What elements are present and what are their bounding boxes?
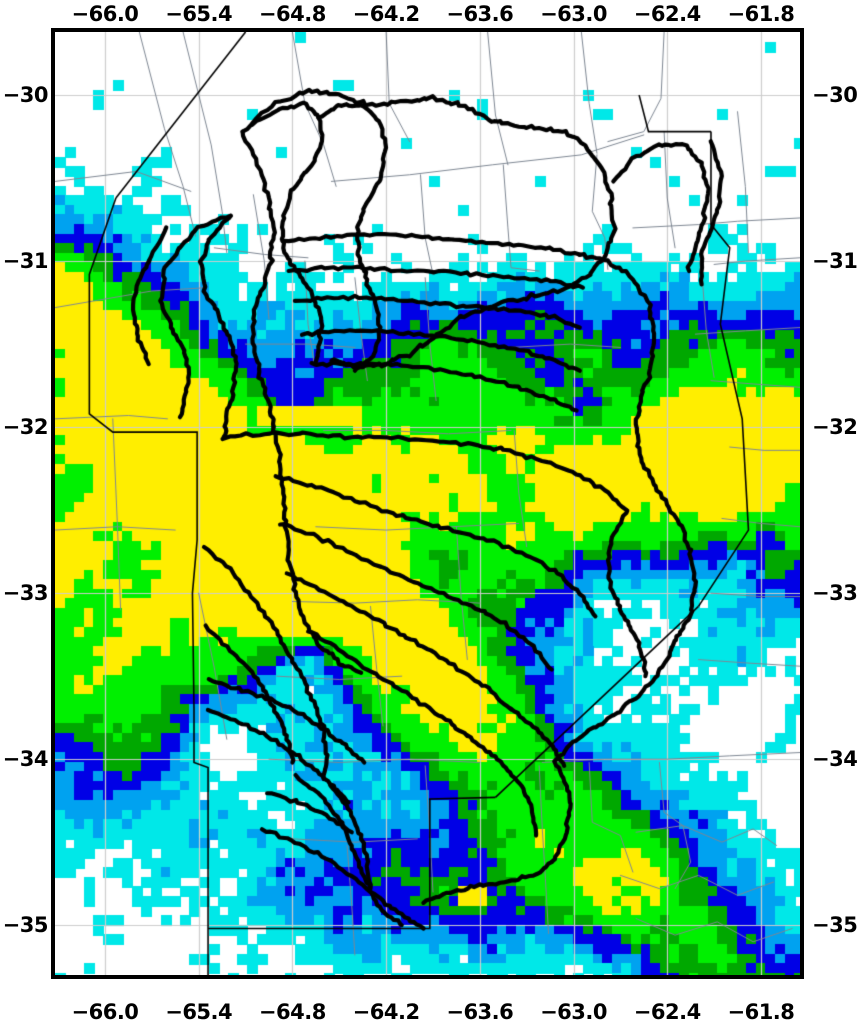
x-tick-top-5: −63.0: [540, 2, 607, 26]
x-tick-top-3: −64.2: [352, 2, 420, 26]
map-plot-area[interactable]: [55, 32, 800, 975]
y-tick-left-5: −35: [2, 913, 49, 938]
x-tick-top-4: −63.6: [446, 2, 514, 26]
y-tick-right-2: −32: [812, 415, 858, 440]
x-tick-bottom-1: −65.4: [165, 1000, 233, 1024]
y-tick-left-3: −33: [2, 581, 49, 606]
y-tick-left-1: −31: [2, 249, 49, 274]
x-tick-bottom-5: −63.0: [540, 1000, 607, 1024]
x-tick-top-7: −61.8: [727, 2, 795, 26]
x-tick-top-6: −62.4: [633, 2, 701, 26]
x-tick-bottom-3: −64.2: [352, 1000, 420, 1024]
y-tick-right-4: −34: [812, 747, 858, 772]
x-tick-bottom-4: −63.6: [446, 1000, 514, 1024]
y-tick-right-3: −33: [812, 581, 858, 606]
x-tick-top-1: −65.4: [165, 2, 233, 26]
y-tick-right-0: −30: [812, 83, 858, 108]
y-tick-left-2: −32: [2, 415, 49, 440]
x-tick-bottom-6: −62.4: [633, 1000, 701, 1024]
y-tick-right-5: −35: [812, 913, 858, 938]
x-tick-bottom-7: −61.8: [727, 1000, 795, 1024]
y-tick-left-0: −30: [2, 83, 49, 108]
x-tick-top-2: −64.8: [258, 2, 326, 26]
basin-outlines-canvas: [55, 32, 800, 975]
x-tick-top-0: −66.0: [71, 2, 139, 26]
y-tick-right-1: −31: [812, 249, 858, 274]
x-tick-bottom-2: −64.8: [258, 1000, 326, 1024]
y-tick-left-4: −34: [2, 747, 49, 772]
x-tick-bottom-0: −66.0: [71, 1000, 139, 1024]
